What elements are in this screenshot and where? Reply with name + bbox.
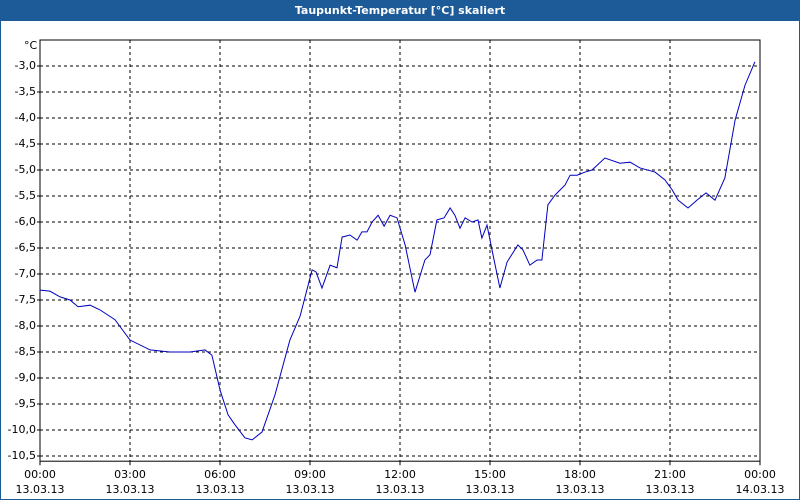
y-tick-label: -3,0 [15,59,36,72]
x-tick-label: 09:00 [294,468,326,481]
x-tick-label: 21:00 [654,468,686,481]
y-tick-label: -4,5 [15,137,36,150]
y-tick-label: -4,0 [15,111,36,124]
y-tick-label: -9,0 [15,371,36,384]
x-tick-date: 13.03.13 [556,483,605,496]
y-tick-label: -5,0 [15,163,36,176]
x-tick-date: 13.03.13 [196,483,245,496]
y-tick-label: -9,5 [15,397,36,410]
y-tick-label: -6,0 [15,215,36,228]
x-tick-label: 00:00 [24,468,56,481]
x-tick-label: 15:00 [474,468,506,481]
y-tick-label: -5,5 [15,189,36,202]
x-tick-date: 13.03.13 [466,483,515,496]
y-tick-label: -7,0 [15,267,36,280]
y-unit: °C [24,39,38,52]
x-tick-label: 03:00 [114,468,146,481]
y-tick-label: -7,5 [15,293,36,306]
y-tick-label: -3,5 [15,85,36,98]
x-tick-date: 13.03.13 [376,483,425,496]
x-tick-label: 00:00 [744,468,776,481]
title-bar [0,0,800,21]
chart-title: Taupunkt-Temperatur [°C] skaliert [295,4,505,17]
y-tick-label: -10,5 [8,449,36,462]
x-tick-label: 18:00 [564,468,596,481]
y-tick-label: -8,5 [15,345,36,358]
y-tick-label: -10,0 [8,423,36,436]
x-tick-label: 06:00 [204,468,236,481]
x-tick-date: 13.03.13 [16,483,65,496]
x-tick-date: 13.03.13 [286,483,335,496]
x-tick-label: 12:00 [384,468,416,481]
y-tick-label: -6,5 [15,241,36,254]
x-tick-date: 13.03.13 [106,483,155,496]
x-tick-date: 13.03.13 [646,483,695,496]
data-line [39,61,756,441]
y-tick-label: -8,0 [15,319,36,332]
x-tick-date: 14.03.13 [736,483,785,496]
